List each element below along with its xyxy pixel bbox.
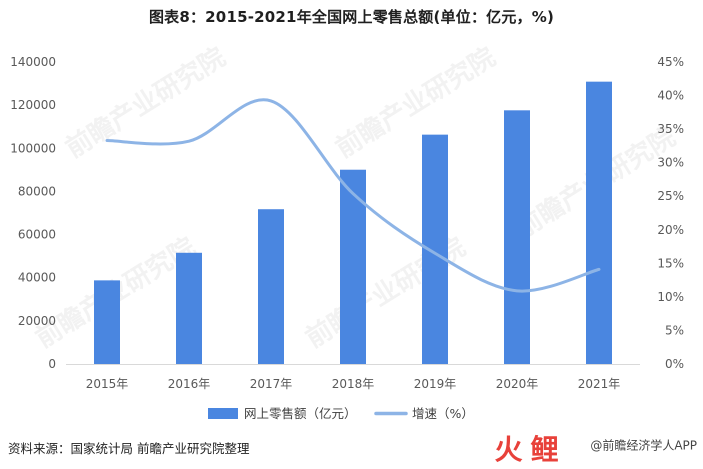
right-axis: 0% 5% 10% 15% 20% 25% 30% 35% 40% 45% (657, 55, 684, 371)
left-tick-label: 60000 (18, 228, 56, 242)
bar (504, 110, 530, 364)
left-tick-label: 0 (48, 357, 56, 371)
watermark-text: 前瞻产业研究院 (330, 41, 501, 164)
left-tick-label: 80000 (18, 184, 56, 198)
right-tick-label: 20% (657, 223, 684, 237)
legend-bar-swatch (208, 408, 238, 419)
right-tick-label: 5% (665, 323, 684, 337)
brand-logo: 火 鲤 @前瞻经济学人APP (490, 432, 697, 466)
left-axis: 0 20000 40000 60000 80000 100000 120000 140000 (10, 55, 56, 371)
right-tick-label: 35% (657, 122, 684, 136)
x-axis: 2015年 2016年 2017年 2018年 2019年 2020年 2021年 (86, 377, 621, 391)
x-tick-label: 2016年 (168, 377, 211, 391)
right-tick-label: 45% (657, 55, 684, 69)
chart-title: 图表8：2015-2021年全国网上零售总额(单位：亿元，%) (148, 8, 555, 26)
right-tick-label: 0% (665, 357, 684, 371)
left-tick-label: 120000 (10, 98, 56, 112)
legend-line-label: 增速（%） (412, 406, 474, 421)
right-tick-label: 15% (657, 256, 684, 270)
left-tick-label: 20000 (18, 314, 56, 328)
bar (340, 169, 366, 364)
x-tick-label: 2018年 (332, 377, 375, 391)
right-tick-label: 40% (657, 89, 684, 103)
left-tick-label: 40000 (18, 271, 56, 285)
right-tick-label: 25% (657, 189, 684, 203)
bar (94, 280, 120, 364)
right-tick-label: 30% (657, 156, 684, 170)
watermark-text: 前瞻产业研究院 (60, 41, 231, 164)
x-tick-label: 2017年 (250, 377, 293, 391)
x-tick-label: 2020年 (496, 377, 539, 391)
bar (176, 252, 202, 364)
growth-line (105, 98, 601, 293)
legend-bar-label: 网上零售额（亿元） (244, 406, 357, 421)
right-tick-label: 10% (657, 290, 684, 304)
x-tick-label: 2021年 (578, 377, 621, 391)
source-note: 资料来源：国家统计局 前瞻产业研究院整理 (8, 441, 250, 456)
x-tick-label: 2019年 (414, 377, 457, 391)
left-tick-label: 100000 (10, 141, 56, 155)
bar (586, 81, 612, 364)
bar (258, 209, 284, 364)
brand-text: @前瞻经济学人APP (590, 438, 697, 453)
left-tick-label: 140000 (10, 55, 56, 69)
legend: 网上零售额（亿元） 增速（%） (208, 406, 474, 421)
x-tick-label: 2015年 (86, 377, 129, 391)
brand-mark-icon: 火 鲤 (494, 433, 559, 466)
